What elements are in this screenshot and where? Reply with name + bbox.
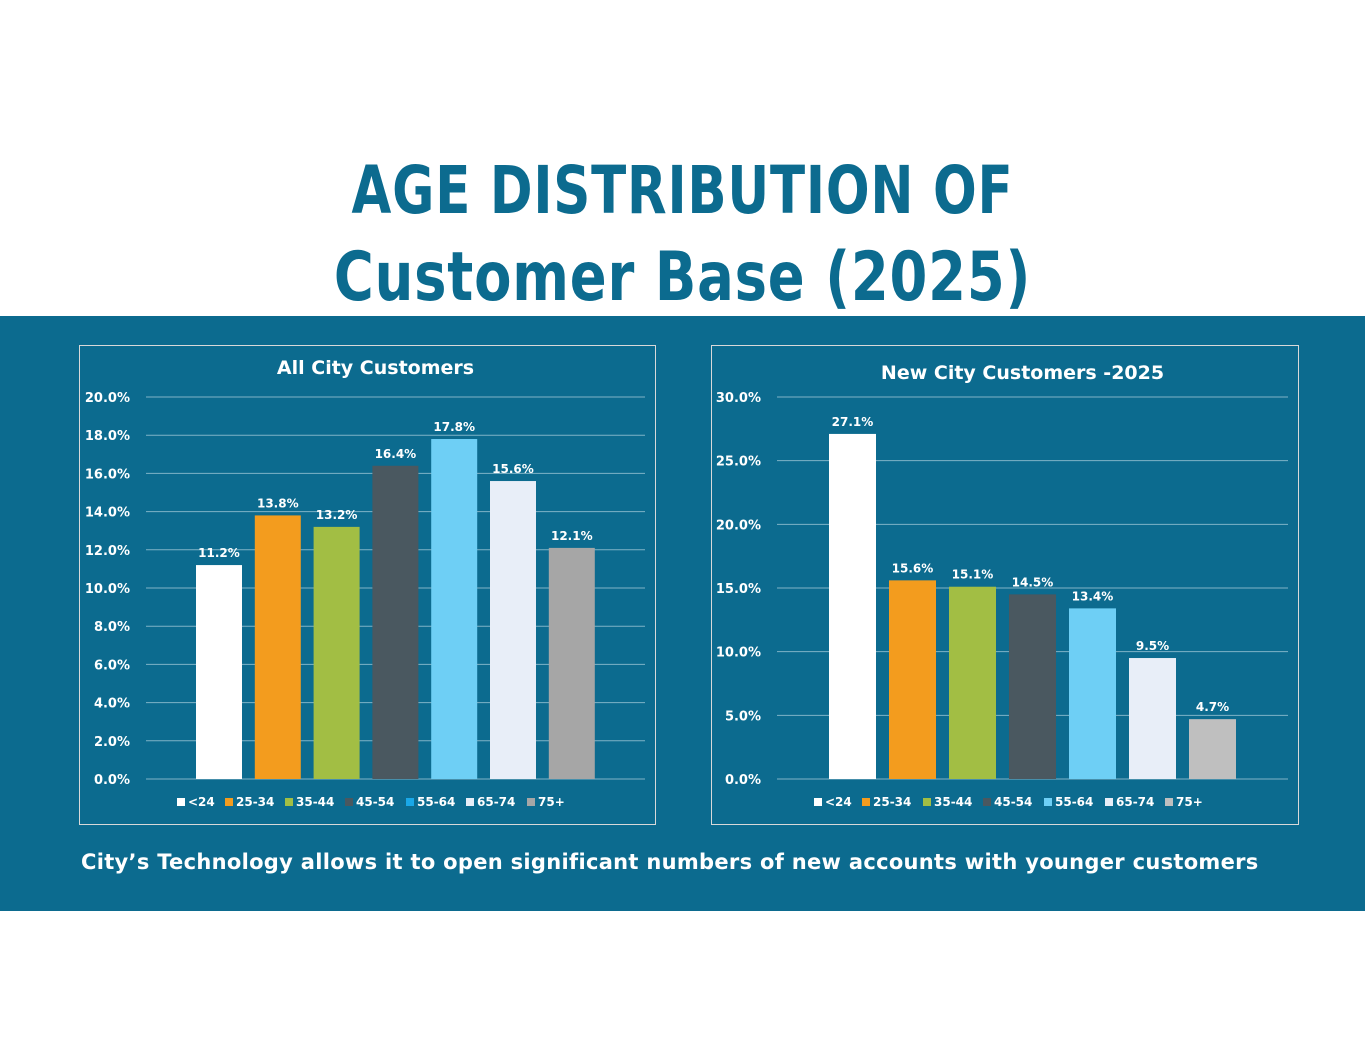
page-title-line2: Customer Base (2025)	[333, 238, 1032, 317]
right-bar-3	[949, 586, 996, 779]
left-value-label: 15.6%	[492, 462, 534, 476]
left-y-tick-label: 2.0%	[94, 735, 130, 750]
right-bar-4	[1009, 594, 1056, 779]
right-y-tick-label: 25.0%	[716, 455, 761, 470]
left-bar-3	[313, 526, 360, 779]
left-legend-swatch	[406, 798, 414, 806]
left-y-tick-label: 12.0%	[85, 544, 130, 559]
left-legend-swatch	[466, 798, 474, 806]
right-value-label: 27.1%	[832, 415, 874, 429]
left-value-label: 13.8%	[257, 496, 299, 510]
right-legend-label: 55-64	[1055, 795, 1093, 809]
right-y-tick-label: 5.0%	[725, 709, 761, 724]
right-bar-7	[1189, 719, 1236, 779]
left-bar-5	[431, 439, 478, 779]
right-y-tick-label: 0.0%	[725, 773, 761, 788]
right-legend-swatch	[1165, 798, 1173, 806]
right-legend-label: <24	[825, 795, 852, 809]
left-legend-swatch	[225, 798, 233, 806]
left-value-label: 11.2%	[198, 546, 240, 560]
left-y-tick-label: 16.0%	[85, 467, 130, 482]
left-y-tick-label: 14.0%	[85, 506, 130, 521]
left-legend-label: 65-74	[477, 795, 515, 809]
left-bar-6	[490, 481, 536, 779]
left-bar-4	[372, 465, 419, 779]
right-legend-label: 25-34	[873, 795, 911, 809]
left-y-tick-label: 6.0%	[94, 658, 130, 673]
right-legend-swatch	[923, 798, 931, 806]
left-legend-label: <24	[188, 795, 215, 809]
left-bar-1	[196, 565, 242, 779]
right-legend-swatch	[983, 798, 991, 806]
left-legend-swatch	[177, 798, 185, 806]
right-legend-label: 75+	[1176, 795, 1203, 809]
chart-all-city-customers-svg: All City Customers 0.0% 2.0% 4.0% 6.0% 8.0% 10…	[85, 357, 645, 809]
right-y-tick-label: 20.0%	[716, 518, 761, 533]
left-bar-2	[254, 515, 301, 779]
left-chart-title: All City Customers	[277, 357, 474, 379]
right-value-label: 15.1%	[952, 568, 994, 582]
right-value-label: 14.5%	[1012, 575, 1054, 589]
right-bar-2	[889, 580, 936, 779]
right-y-tick-label: 10.0%	[716, 646, 761, 661]
right-value-label: 9.5%	[1136, 639, 1169, 653]
right-value-label: 13.4%	[1072, 589, 1114, 603]
right-legend-swatch	[862, 798, 870, 806]
page-title: AGE DISTRIBUTION OF Customer Base (2025)	[0, 148, 1365, 322]
left-legend-label: 55-64	[417, 795, 455, 809]
left-legend-swatch	[285, 798, 293, 806]
left-legend-swatch	[345, 798, 353, 806]
right-bar-5	[1069, 608, 1116, 779]
left-y-tick-label: 18.0%	[85, 429, 130, 444]
right-legend-label: 35-44	[934, 795, 972, 809]
left-legend-label: 75+	[538, 795, 565, 809]
right-legend-label: 65-74	[1116, 795, 1154, 809]
right-y-tick-label: 30.0%	[716, 391, 761, 406]
left-value-label: 13.2%	[316, 508, 358, 522]
page-title-line1: AGE DISTRIBUTION OF	[351, 152, 1014, 229]
left-y-tick-label: 4.0%	[94, 697, 130, 712]
right-bar-1	[829, 433, 876, 779]
left-value-label: 17.8%	[433, 420, 475, 434]
right-legend-swatch	[1105, 798, 1113, 806]
left-y-tick-label: 20.0%	[85, 391, 130, 406]
right-chart-title: New City Customers -2025	[881, 362, 1164, 384]
left-bar-7	[548, 547, 595, 779]
right-legend-swatch	[1044, 798, 1052, 806]
chart-new-city-customers: New City Customers -2025 0.0% 5.0% 10.0% 15.…	[711, 345, 1299, 825]
left-legend-label: 35-44	[296, 795, 334, 809]
chart-new-city-customers-svg: New City Customers -2025 0.0% 5.0% 10.0% 15.…	[716, 362, 1288, 809]
right-legend-swatch	[814, 798, 822, 806]
left-value-label: 12.1%	[551, 529, 593, 543]
footer-caption: City’s Technology allows it to open sign…	[81, 850, 1259, 874]
left-legend-swatch	[527, 798, 535, 806]
left-y-tick-label: 0.0%	[94, 773, 130, 788]
right-y-tick-label: 15.0%	[716, 582, 761, 597]
chart-all-city-customers: All City Customers 0.0% 2.0% 4.0% 6.0% 8.0% 10…	[79, 345, 656, 825]
left-legend-label: 25-34	[236, 795, 274, 809]
right-legend-label: 45-54	[994, 795, 1032, 809]
right-bar-6	[1129, 658, 1176, 779]
left-value-label: 16.4%	[375, 447, 417, 461]
right-value-label: 4.7%	[1196, 700, 1229, 714]
left-y-tick-label: 10.0%	[85, 582, 130, 597]
left-legend-label: 45-54	[356, 795, 394, 809]
left-y-tick-label: 8.0%	[94, 620, 130, 635]
right-value-label: 15.6%	[892, 561, 934, 575]
